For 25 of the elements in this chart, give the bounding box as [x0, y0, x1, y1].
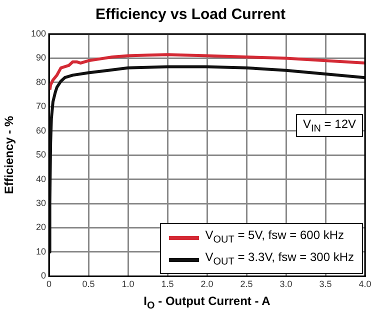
y-tick-label: 90 [36, 52, 46, 63]
y-tick-label: 20 [36, 222, 46, 232]
y-tick-label: 60 [36, 125, 46, 136]
y-tick-label: 40 [36, 174, 46, 184]
x-tick-label: 1.0 [122, 279, 134, 290]
chart-title: Efficiency vs Load Current [94, 6, 287, 23]
y-tick-label: 30 [36, 198, 46, 208]
x-axis-title: I$_{O}$ - Output Current - A [142, 294, 272, 312]
x-tick-label: 3.0 [280, 279, 292, 290]
y-tick-label: 80 [36, 76, 46, 87]
x-tick-label: 0.5 [82, 279, 95, 290]
legend-label: V$_{OUT}$ = 5V, fsw = 600 kHz [205, 227, 344, 248]
y-tick-label: 70 [36, 101, 46, 112]
y-tick-label: 10 [36, 246, 46, 256]
x-tick-label: 3.5 [319, 279, 332, 290]
x-tick-label: 1.5 [161, 279, 174, 290]
x-tick-label: 2.0 [200, 279, 214, 290]
annotation: V$_{IN}$ = 12V [296, 114, 363, 138]
legend-label: V$_{OUT}$ = 3.3V, fsw = 300 kHz [205, 248, 354, 270]
x-tick-label: 4.0 [358, 279, 372, 290]
y-axis-title: Efficiency - % [2, 116, 16, 194]
y-tick-label: 100 [30, 28, 46, 38]
y-tick-label: 50 [36, 150, 46, 160]
x-tick-label: 2.5 [240, 279, 253, 290]
y-tick-label: 0 [41, 270, 46, 281]
